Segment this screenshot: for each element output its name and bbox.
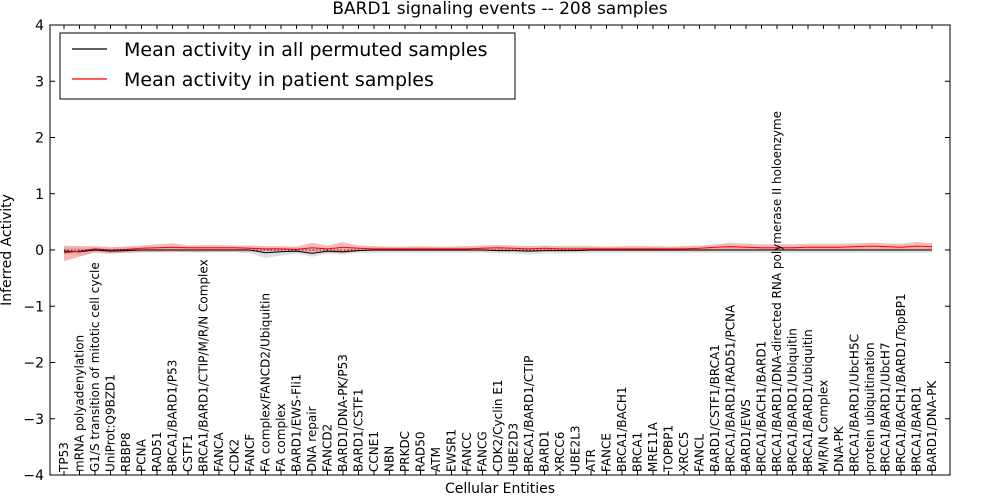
x-tick-label: BRCA1/BACH1/BARD1/TopBP1 xyxy=(894,293,908,472)
y-tick-label: 3 xyxy=(35,74,44,90)
x-tick-label: BRCA1/BARD1 xyxy=(910,386,924,472)
x-tick-label: FA complex/FANCD2/Ubiquitin xyxy=(259,293,273,472)
x-tick-label: FANCA xyxy=(212,432,226,472)
x-tick-label: BARD1/EWS xyxy=(739,399,753,472)
y-tick-label: −3 xyxy=(23,412,44,428)
y-tick-label: 0 xyxy=(35,243,44,259)
x-tick-label: TP53 xyxy=(57,442,71,473)
x-tick-label: TOPBP1 xyxy=(662,425,676,473)
x-tick-label: FANCC xyxy=(460,432,474,472)
x-tick-label: XRCC6 xyxy=(553,432,567,472)
x-tick-label: BRCA1/BARD1/Ubiquitin xyxy=(786,328,800,472)
x-tick-label: RBBP8 xyxy=(119,432,133,472)
x-tick-label: MRE11A xyxy=(646,421,660,472)
y-tick-label: −4 xyxy=(23,468,44,484)
x-tick-label: NBN xyxy=(383,446,397,472)
x-axis-label: Cellular Entities xyxy=(445,481,555,497)
x-tick-label: mRNA polyadenylation xyxy=(73,335,87,472)
y-tick-label: 4 xyxy=(35,18,44,34)
x-tick-label: BRCA1 xyxy=(631,432,645,472)
x-axis-ticks xyxy=(63,25,933,475)
x-tick-label: RAD50 xyxy=(414,431,428,472)
x-tick-label: BRCA1/BARD1/ubiquitin xyxy=(801,329,815,472)
y-tick-label: −1 xyxy=(23,299,44,315)
x-tick-label: ATM xyxy=(429,447,443,472)
legend: Mean activity in all permuted samples Me… xyxy=(59,32,516,100)
legend-label-permuted: Mean activity in all permuted samples xyxy=(124,39,487,61)
x-tick-label: XRCC5 xyxy=(677,432,691,472)
x-tick-label: M/R/N Complex xyxy=(817,380,831,472)
x-tick-label: ATR xyxy=(584,449,598,472)
x-tick-label: protein ubiquitination xyxy=(863,342,877,472)
x-tick-label: BRCA1/BARD1/CTIP xyxy=(522,356,536,472)
x-tick-label: CDK2 xyxy=(228,439,242,472)
x-tick-label: BRCA1/BARD1/CTIP/M/R/N Complex xyxy=(197,259,211,472)
x-tick-label: DNA-PK xyxy=(832,425,846,472)
x-tick-label: BARD1/EWS-Fli1 xyxy=(290,374,304,472)
x-tick-label: BARD1/DNA-PK/P53 xyxy=(336,354,350,472)
y-axis-ticks: −4 −3 −2 −1 0 1 2 3 4 xyxy=(23,18,950,484)
x-tick-label: FANCF xyxy=(243,434,257,472)
x-tick-labels: TP53 mRNA polyadenylation G1/S transition … xyxy=(57,111,939,473)
patient-mean-line xyxy=(63,245,933,254)
x-tick-label: FA complex xyxy=(274,403,288,472)
x-tick-label: BRCA1/BACH1/BARD1 xyxy=(755,341,769,472)
legend-label-patient: Mean activity in patient samples xyxy=(124,69,434,91)
x-tick-label: BARD1/CSTF1/BRCA1 xyxy=(708,344,722,472)
legend-box xyxy=(59,32,516,100)
x-tick-label: UBE2D3 xyxy=(507,423,521,472)
band-layer xyxy=(64,242,932,262)
x-tick-label: EWSR1 xyxy=(445,429,459,472)
x-tick-label: BARD1/DNA-PK xyxy=(925,380,939,472)
y-tick-label: 1 xyxy=(35,187,44,203)
x-tick-label: UBE2L3 xyxy=(569,425,583,472)
x-tick-label: CSTF1 xyxy=(181,434,195,472)
y-tick-label: −2 xyxy=(23,356,44,372)
x-tick-label: PRKDC xyxy=(398,431,412,472)
x-tick-label: BRCA1/BARD1/RAD51/PCNA xyxy=(724,304,738,472)
x-tick-label: FANCE xyxy=(600,433,614,472)
x-tick-label: CCNE1 xyxy=(367,431,381,472)
x-tick-label: BRCA1/BARD1/UbcH5C xyxy=(848,334,862,472)
x-tick-label: BARD1 xyxy=(538,430,552,472)
x-tick-label: CDK2/Cyclin E1 xyxy=(491,379,505,472)
x-tick-label: FANCD2 xyxy=(321,424,335,472)
x-tick-label: BARD1/CSTF1 xyxy=(352,388,366,472)
x-tick-label: G1/S transition of mitotic cell cycle xyxy=(88,262,102,472)
x-tick-label: UniProt:Q9BZD1 xyxy=(104,374,118,472)
x-tick-label: FANCL xyxy=(693,434,707,472)
x-tick-label: RAD51 xyxy=(150,431,164,472)
x-tick-label: BRCA1/BARD1/DNA-directed RNA polymerase … xyxy=(770,111,784,472)
chart-title: BARD1 signaling events -- 208 samples xyxy=(332,0,667,19)
x-tick-label: BRCA1/BARD1/P53 xyxy=(166,360,180,472)
x-tick-label: PCNA xyxy=(135,438,149,472)
x-tick-label: DNA repair xyxy=(305,406,319,472)
x-tick-label: BRCA1/BACH1 xyxy=(615,386,629,472)
x-tick-label: FANCG xyxy=(476,431,490,472)
y-axis-label: Inferred Activity xyxy=(0,194,15,306)
y-tick-label: 2 xyxy=(35,131,44,147)
x-tick-label: BRCA1/BARD1/UbcH7 xyxy=(879,342,893,472)
